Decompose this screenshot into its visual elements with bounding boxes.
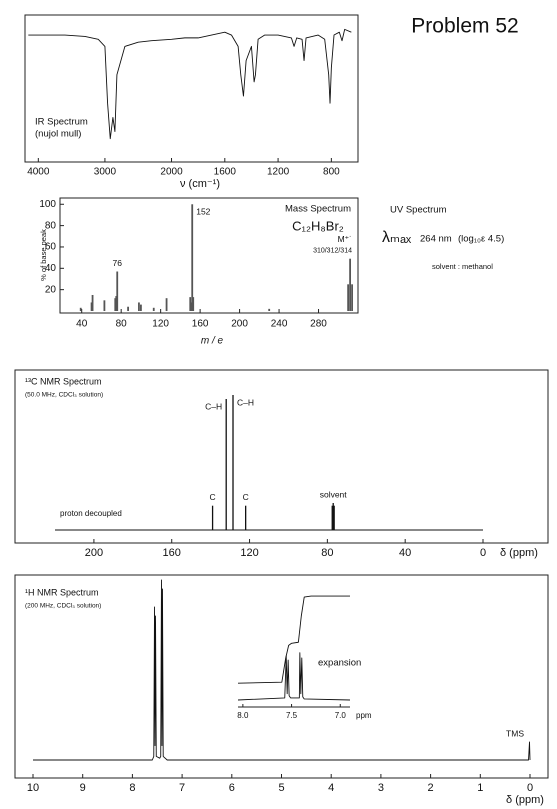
y-tick-label: 20 (45, 284, 57, 295)
x-tick-label: 7.5 (286, 711, 298, 720)
x-tick-label: 2 (428, 782, 434, 794)
x-tick-label: 7.0 (335, 711, 347, 720)
bar (351, 284, 353, 311)
spectrum-line (237, 652, 351, 701)
x-tick-label: 4 (328, 782, 334, 794)
bar (165, 298, 168, 311)
ms-y-label: % of base peak (39, 229, 48, 281)
bar (347, 284, 350, 311)
x-tick-label: 200 (85, 547, 103, 559)
bar (91, 294, 94, 311)
ir-title: IR Spectrum (35, 117, 88, 128)
annotation: solvent (320, 489, 348, 499)
x-tick-label: 160 (192, 319, 209, 330)
c13-x-label: δ (ppm) (500, 547, 538, 559)
ms-formula: C₁₂H₈Br₂ (292, 218, 344, 233)
bar (140, 304, 142, 311)
spectrum-line (33, 579, 531, 761)
x-tick-label: 0 (527, 782, 533, 794)
x-tick-label: 160 (163, 547, 181, 559)
x-tick-label: 800 (323, 167, 340, 178)
annotation: 310/312/314 (313, 248, 352, 255)
x-tick-label: 3 (378, 782, 384, 794)
uv-title: UV Spectrum (390, 205, 447, 216)
bar (138, 302, 140, 311)
ir-subtitle: (nujol mull) (35, 129, 81, 140)
ir-x-label: ν (cm⁻¹) (180, 178, 220, 190)
x-tick-label: 1600 (214, 167, 237, 178)
bar (189, 297, 192, 311)
x-tick-label: 280 (310, 319, 327, 330)
bar (152, 307, 155, 311)
bar (191, 204, 194, 311)
x-tick-label: 2000 (160, 167, 183, 178)
uv-extinction: (log₁₀ε 4.5) (458, 234, 504, 245)
annotation: TMS (506, 728, 524, 738)
uv-lambda: λₘₐₓ (382, 229, 412, 246)
x-tick-label: 80 (321, 547, 333, 559)
bar (268, 308, 271, 311)
spectrum-line (237, 595, 350, 684)
ms-x-label: m / e (201, 336, 224, 347)
bar (190, 302, 193, 311)
x-tick-label: 0 (480, 547, 486, 559)
x-tick-label: 200 (231, 319, 248, 330)
bar (192, 297, 195, 311)
x-tick-label: 5 (278, 782, 284, 794)
bar (79, 307, 82, 311)
annotation: 152 (196, 206, 210, 216)
bar (127, 306, 129, 311)
y-tick-label: 80 (45, 220, 57, 231)
x-tick-label: 7 (179, 782, 185, 794)
c13-subtitle: (50.0 MHz, CDCl₃ solution) (25, 392, 103, 399)
x-tick-label: 8.0 (237, 711, 249, 720)
x-tick-label: 6 (229, 782, 235, 794)
ir-frame (24, 14, 359, 163)
x-tick-label: 4000 (27, 167, 50, 178)
uv-value: 264 nm (420, 234, 452, 245)
annotation: 76 (112, 258, 122, 268)
spectrum-line (28, 28, 352, 140)
annotation: C–H (205, 401, 222, 411)
bar (116, 271, 119, 311)
annotation: C (210, 492, 216, 502)
x-tick-label: 1200 (267, 167, 290, 178)
x-tick-label: 120 (152, 319, 169, 330)
x-tick-label: 8 (129, 782, 135, 794)
x-tick-label: 3000 (94, 167, 117, 178)
x-tick-label: 1 (477, 782, 483, 794)
x-tick-label: 120 (240, 547, 258, 559)
x-tick-label: 80 (116, 319, 128, 330)
bar (90, 302, 93, 311)
ms-frame (59, 197, 359, 314)
inset-x-label: ppm (356, 711, 372, 720)
page-title: Problem 52 (411, 15, 518, 38)
x-tick-label: 40 (76, 319, 88, 330)
y-tick-label: 60 (45, 242, 57, 253)
c13-note: proton decoupled (60, 509, 122, 518)
inset-title: expansion (318, 658, 361, 669)
bar (114, 298, 117, 311)
ms-title: Mass Spectrum (285, 204, 351, 215)
annotation: C–H (237, 397, 254, 407)
c13-frame (14, 369, 549, 544)
y-tick-label: 40 (45, 263, 57, 274)
bar (349, 258, 352, 311)
y-tick-label: 100 (39, 199, 56, 210)
x-tick-label: 240 (271, 319, 288, 330)
x-tick-label: 10 (27, 782, 39, 794)
x-tick-label: 9 (80, 782, 86, 794)
h1-subtitle: (200 MHz, CDCl₃ solution) (25, 603, 101, 610)
h1-title: ¹H NMR Spectrum (25, 587, 99, 597)
annotation: C (243, 492, 249, 502)
uv-solvent: solvent : methanol (432, 262, 493, 271)
bar (115, 296, 118, 311)
c13-title: ¹³C NMR Spectrum (25, 376, 102, 386)
bar (103, 300, 106, 311)
x-tick-label: 40 (399, 547, 411, 559)
h1-x-label: δ (ppm) (506, 794, 544, 806)
annotation: M⁺˙ (338, 234, 352, 244)
